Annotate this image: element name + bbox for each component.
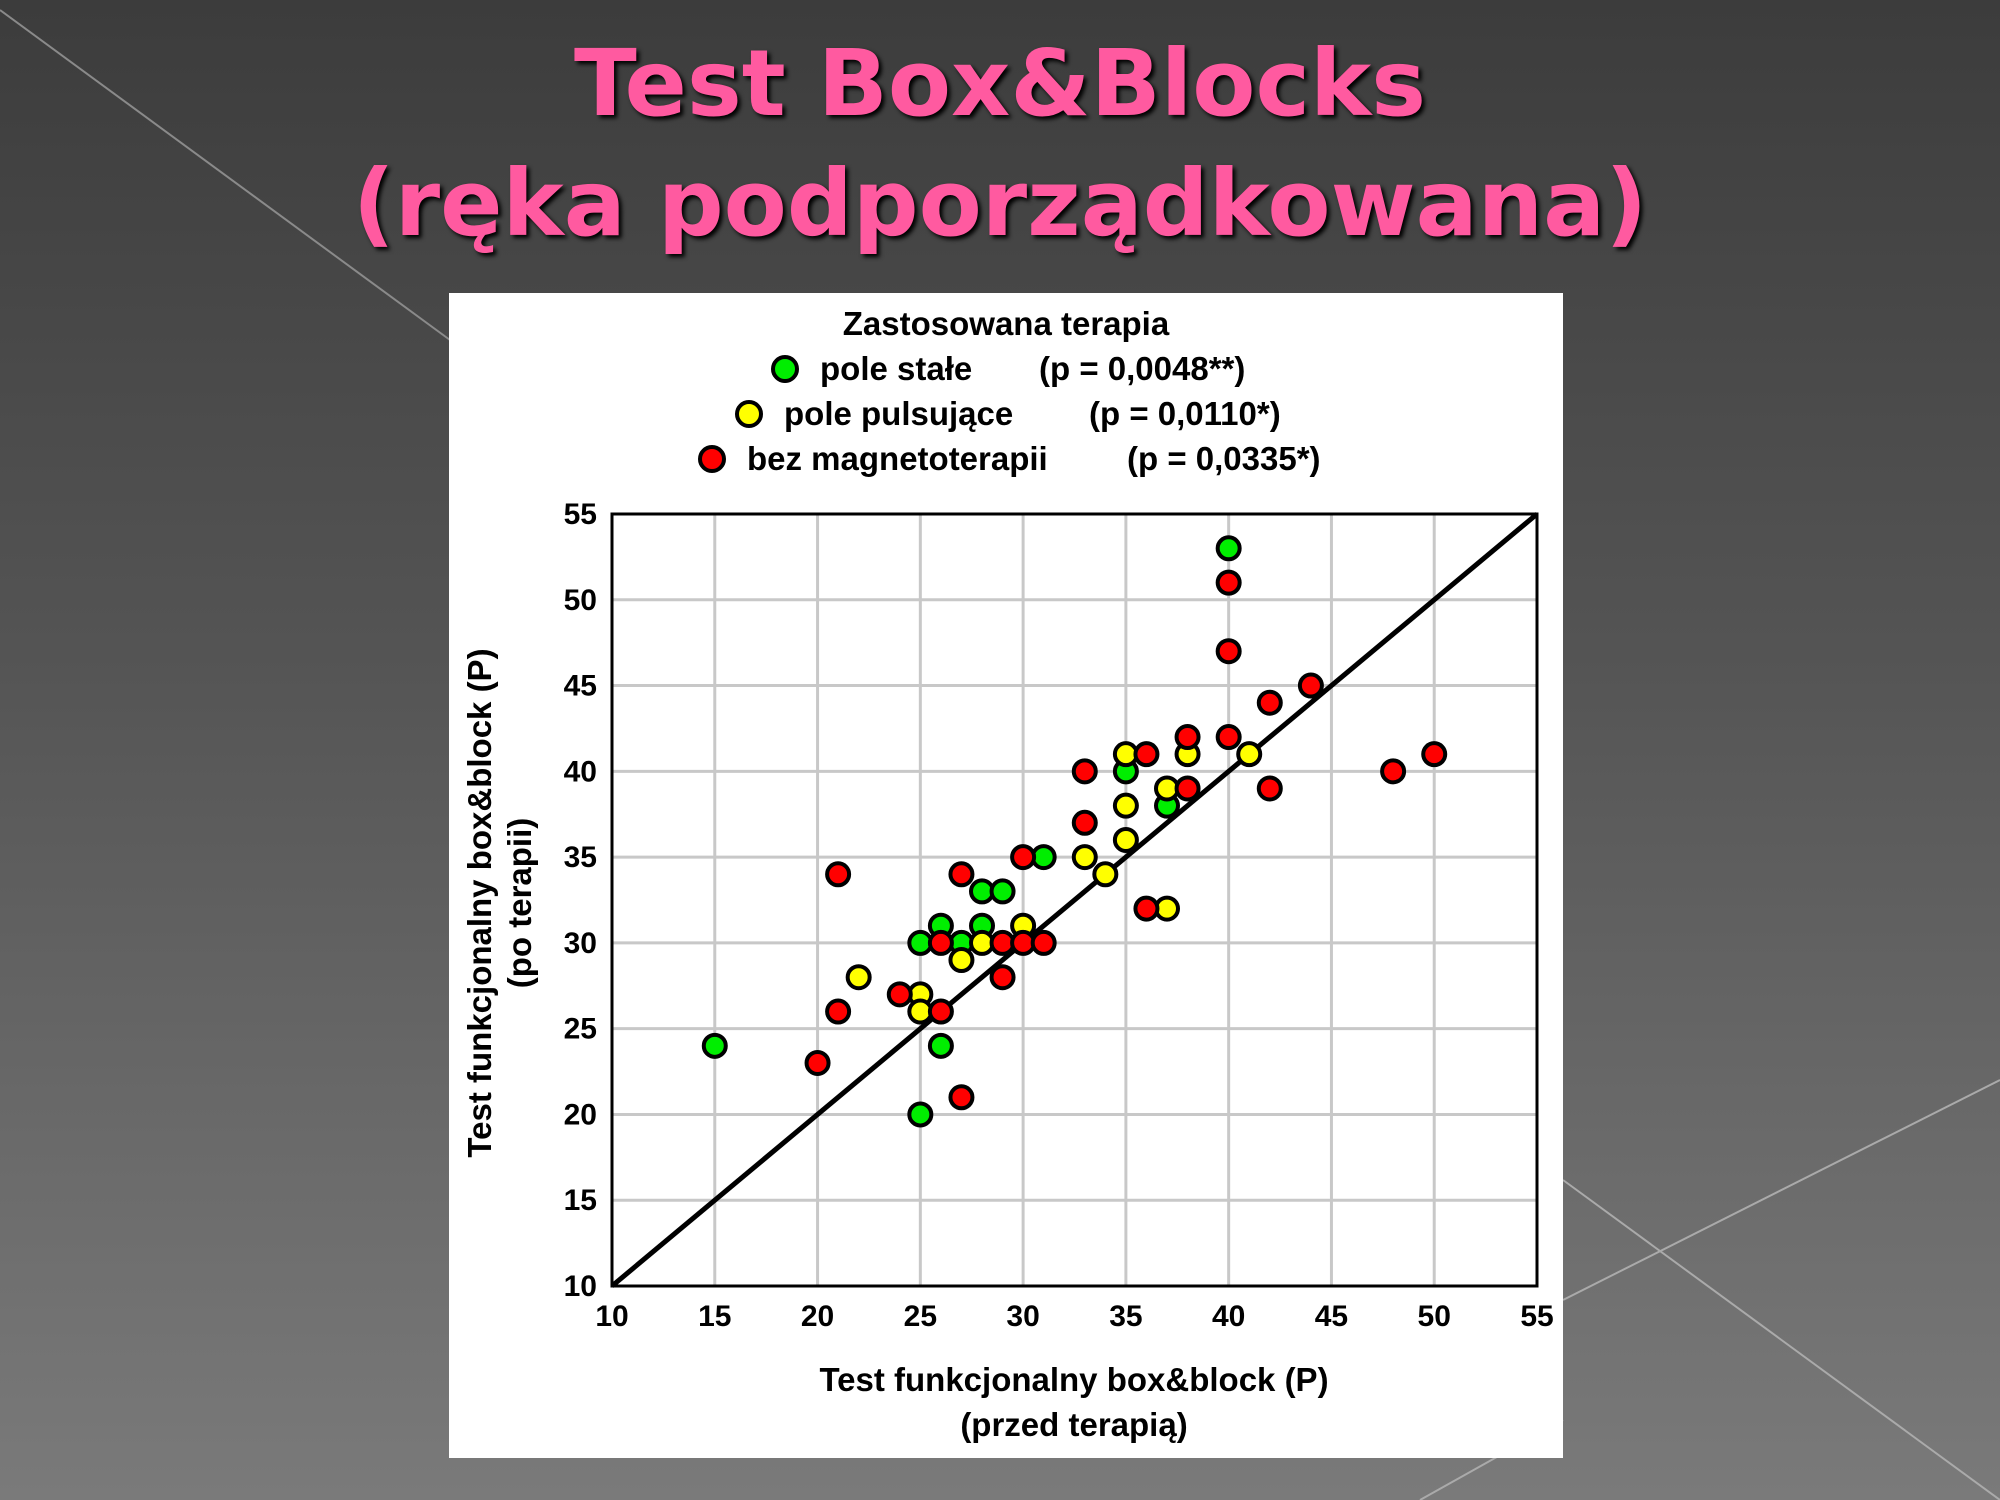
data-point bbox=[1215, 724, 1242, 751]
x-tick-label: 15 bbox=[698, 1300, 731, 1333]
data-point bbox=[948, 861, 975, 888]
x-tick-label: 40 bbox=[1212, 1300, 1245, 1333]
data-point bbox=[1236, 741, 1263, 768]
data-point bbox=[1297, 672, 1324, 699]
legend-marker bbox=[698, 445, 726, 473]
legend-pvalue: (p = 0,0335*) bbox=[1127, 440, 1321, 477]
data-point bbox=[927, 1032, 954, 1059]
scatter-chart: 10 15 20 25 30 35 40 45 50 55 10 15 20 25 30 35 40 45 50 55… bbox=[461, 305, 1554, 1443]
legend-pvalue: (p = 0,0110*) bbox=[1089, 395, 1281, 432]
plot-frame bbox=[610, 512, 1539, 1288]
x-tick-label: 20 bbox=[801, 1300, 834, 1333]
x-tick-label: 25 bbox=[904, 1300, 937, 1333]
x-axis-sublabel: (przed terapią) bbox=[960, 1406, 1187, 1443]
y-tick-label: 20 bbox=[564, 1098, 597, 1131]
data-point bbox=[989, 878, 1016, 905]
y-axis-label: Test funkcjonalny box&block (P) bbox=[461, 648, 498, 1157]
legend-label: pole stałe bbox=[820, 350, 972, 387]
legend-pvalue: (p = 0,0048**) bbox=[1039, 350, 1245, 387]
data-point bbox=[1380, 758, 1407, 785]
x-axis-label: Test funkcjonalny box&block (P) bbox=[819, 1361, 1328, 1398]
data-point bbox=[1133, 741, 1160, 768]
y-tick-label: 10 bbox=[564, 1270, 597, 1303]
data-point bbox=[1421, 741, 1448, 768]
x-tick-label: 45 bbox=[1315, 1300, 1348, 1333]
x-tick-label: 30 bbox=[1006, 1300, 1039, 1333]
slide-title-line1: Test Box&Blocks bbox=[574, 30, 1426, 137]
data-point bbox=[825, 998, 852, 1025]
legend-title: Zastosowana terapia bbox=[843, 305, 1170, 342]
data-point bbox=[1030, 929, 1057, 956]
data-point bbox=[927, 998, 954, 1025]
y-tick-label: 35 bbox=[564, 841, 597, 874]
chart-panel: 10 15 20 25 30 35 40 45 50 55 10 15 20 25 30 35 40 45 50 55… bbox=[449, 293, 1563, 1458]
data-point bbox=[1215, 569, 1242, 596]
data-point bbox=[1071, 758, 1098, 785]
legend-label: bez magnetoterapii bbox=[747, 440, 1048, 477]
legend-marker bbox=[771, 355, 799, 383]
x-tick-label: 55 bbox=[1520, 1300, 1553, 1333]
data-point bbox=[701, 1032, 728, 1059]
y-axis-sublabel: (po terapii) bbox=[501, 818, 538, 989]
legend-marker bbox=[735, 400, 763, 428]
data-point bbox=[1256, 775, 1283, 802]
data-point bbox=[1112, 792, 1139, 819]
data-point bbox=[1092, 861, 1119, 888]
data-point bbox=[1112, 826, 1139, 853]
y-tick-label: 45 bbox=[564, 670, 597, 703]
x-tick-label: 35 bbox=[1109, 1300, 1142, 1333]
data-point bbox=[886, 981, 913, 1008]
y-tick-label: 15 bbox=[564, 1184, 597, 1217]
data-point bbox=[948, 947, 975, 974]
data-point bbox=[1256, 689, 1283, 716]
y-tick-label: 50 bbox=[564, 584, 597, 617]
y-tick-label: 30 bbox=[564, 927, 597, 960]
data-point bbox=[1215, 638, 1242, 665]
y-tick-label: 55 bbox=[564, 498, 597, 531]
y-tick-label: 40 bbox=[564, 755, 597, 788]
data-point bbox=[845, 964, 872, 991]
data-point bbox=[1174, 724, 1201, 751]
data-point bbox=[1215, 535, 1242, 562]
data-point bbox=[927, 929, 954, 956]
x-tick-label: 10 bbox=[595, 1300, 628, 1333]
data-point bbox=[1071, 809, 1098, 836]
data-point bbox=[1174, 775, 1201, 802]
data-point bbox=[989, 964, 1016, 991]
data-point bbox=[825, 861, 852, 888]
legend-label: pole pulsujące bbox=[784, 395, 1013, 432]
slide-title-line2: (ręka podporządkowana) bbox=[352, 150, 1648, 257]
data-point bbox=[907, 1101, 934, 1128]
data-point bbox=[1133, 895, 1160, 922]
data-point bbox=[948, 1084, 975, 1111]
data-point bbox=[804, 1049, 831, 1076]
x-tick-label: 50 bbox=[1418, 1300, 1451, 1333]
identity-line bbox=[610, 512, 1539, 1288]
data-point bbox=[1010, 844, 1037, 871]
y-tick-label: 25 bbox=[564, 1013, 597, 1046]
data-point bbox=[1071, 844, 1098, 871]
